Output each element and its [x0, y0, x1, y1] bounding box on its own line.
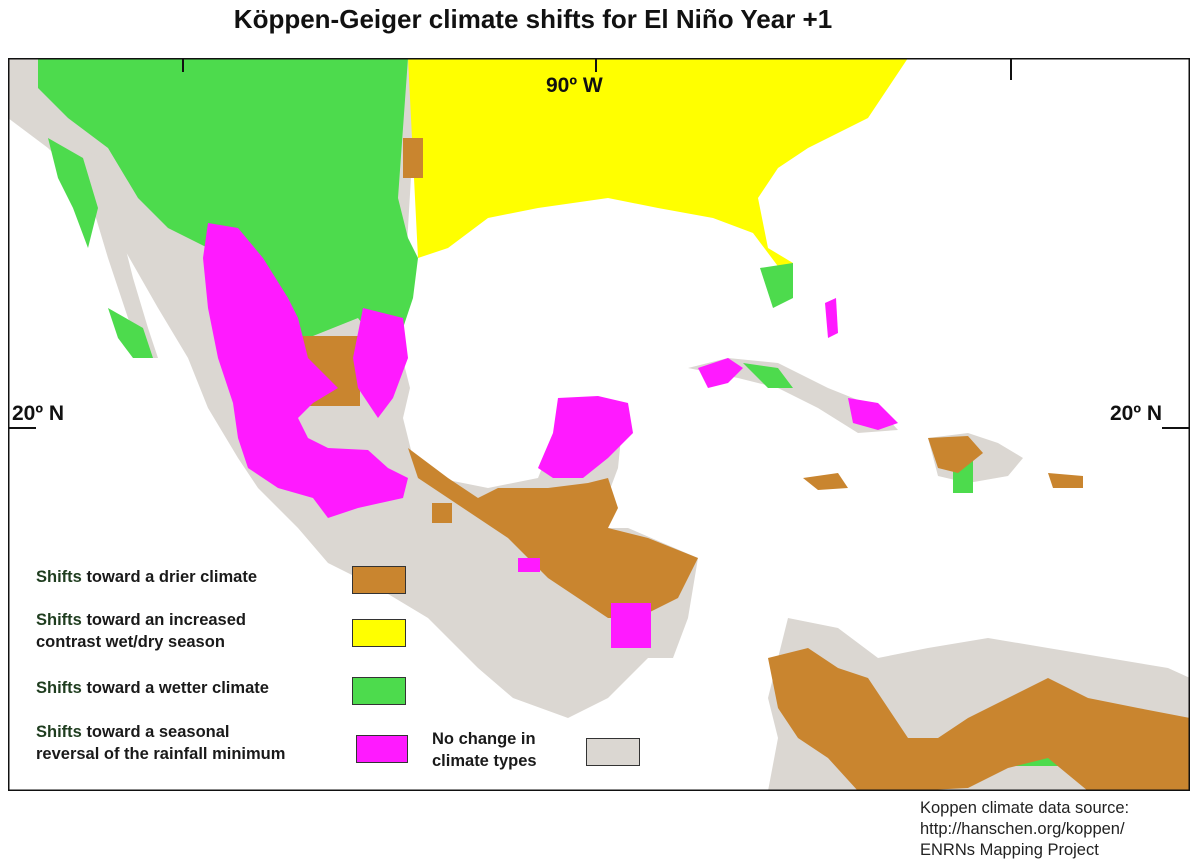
- parallel-label-left: 20º N: [12, 402, 65, 425]
- legend-text: toward a seasonal: [86, 723, 230, 741]
- legend-item-no-change: No change in climate types: [432, 728, 537, 772]
- legend-item-reversal: Shifts toward a seasonal reversal of the…: [36, 721, 285, 765]
- parallel-label-right: 20º N: [1110, 402, 1163, 425]
- legend-keyword: Shifts: [36, 568, 82, 586]
- legend-text: toward a drier climate: [86, 568, 257, 586]
- legend-text: toward an increased: [86, 611, 246, 629]
- legend-item-contrast: Shifts toward an increased contrast wet/…: [36, 609, 246, 653]
- wetter-regions: [38, 58, 1058, 766]
- map-canvas: [8, 58, 1190, 791]
- seasonal-reversal-regions: [203, 223, 898, 648]
- legend-text: No change in: [432, 730, 536, 748]
- legend-keyword: Shifts: [36, 611, 82, 629]
- legend-swatch-contrast: [352, 619, 406, 647]
- legend-text: toward a wetter climate: [86, 679, 269, 697]
- source-line: Koppen climate data source:: [920, 799, 1130, 817]
- legend-item-drier: Shifts toward a drier climate: [36, 566, 257, 588]
- legend-swatch-drier: [352, 566, 406, 594]
- map-border: [8, 58, 1190, 791]
- legend-item-wetter: Shifts toward a wetter climate: [36, 677, 269, 699]
- meridian-label: 90º W: [546, 74, 603, 97]
- legend-swatch-reversal: [356, 735, 408, 763]
- legend-keyword: Shifts: [36, 723, 82, 741]
- source-credit: Koppen climate data source: http://hansc…: [920, 798, 1129, 861]
- legend-text: contrast wet/dry season: [36, 633, 225, 651]
- source-url: http://hanschen.org/koppen/: [920, 820, 1125, 838]
- map-title: Köppen-Geiger climate shifts for El Niño…: [233, 4, 833, 34]
- source-line: ENRNs Mapping Project: [920, 841, 1099, 859]
- legend-text: climate types: [432, 752, 537, 770]
- legend-text: reversal of the rainfall minimum: [36, 745, 286, 763]
- legend-swatch-no-change: [586, 738, 640, 766]
- climate-map: [8, 58, 1190, 791]
- legend-swatch-wetter: [352, 677, 406, 705]
- drier-regions: [280, 138, 1190, 791]
- legend-keyword: Shifts: [36, 679, 82, 697]
